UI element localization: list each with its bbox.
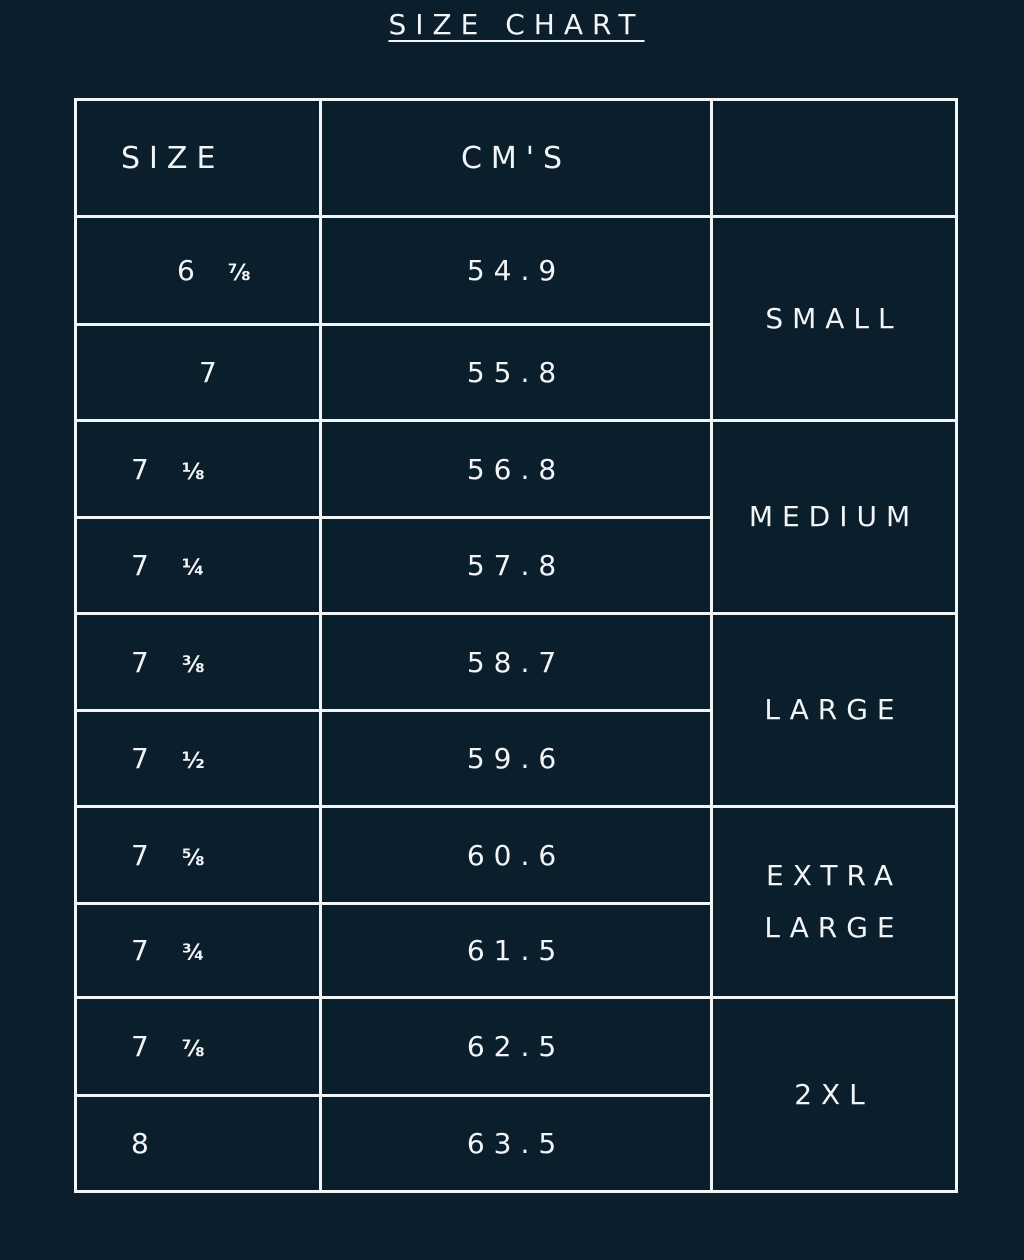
- size-fraction: ⅝: [181, 845, 205, 871]
- category-cell: 2XL: [710, 996, 958, 1193]
- category-label: LARGE: [764, 693, 904, 726]
- size-whole: 7: [199, 356, 226, 389]
- size-whole: 7: [131, 838, 158, 872]
- size-fraction: ¼: [181, 556, 205, 581]
- category-cell: MEDIUM: [710, 419, 958, 615]
- table-row: 7 55.8: [74, 323, 957, 422]
- size-fraction: ⅞: [227, 261, 251, 286]
- size-cell: 7: [74, 323, 322, 422]
- size-whole: 6: [177, 254, 204, 287]
- table-row: 8 63.5: [74, 1094, 957, 1193]
- header-category: [710, 98, 958, 218]
- category-label: SMALL: [765, 301, 903, 335]
- size-fraction: ½: [181, 749, 205, 774]
- size-fraction: ⅛: [181, 459, 205, 485]
- cm-cell: 63.5: [319, 1094, 713, 1193]
- cm-cell: 62.5: [319, 996, 713, 1097]
- size-whole: 7: [131, 742, 158, 775]
- cm-cell: 55.8: [319, 323, 713, 422]
- size-whole: 8: [131, 1127, 158, 1160]
- category-label-line2: LARGE: [764, 911, 904, 944]
- size-cell: 8: [74, 1094, 322, 1193]
- cm-cell: 57.8: [319, 516, 713, 615]
- size-whole: 7: [131, 645, 158, 679]
- cm-cell: 56.8: [319, 419, 713, 519]
- category-cell: SMALL: [710, 215, 958, 422]
- cm-cell: 61.5: [319, 902, 713, 999]
- category-label: EXTRA: [766, 859, 902, 892]
- cm-cell: 54.9: [319, 215, 713, 326]
- size-whole: 7: [131, 1030, 158, 1063]
- cm-cell: 58.7: [319, 612, 713, 712]
- size-whole: 7: [131, 549, 158, 582]
- cm-cell: 59.6: [319, 709, 713, 808]
- category-cell: EXTRA LARGE: [710, 805, 958, 999]
- category-label: MEDIUM: [748, 500, 920, 533]
- size-whole: 7: [131, 934, 158, 967]
- header-cms: CM'S: [319, 98, 713, 218]
- cm-cell: 60.6: [319, 805, 713, 905]
- size-fraction: ⅞: [181, 1037, 205, 1062]
- header-row: SIZE CM'S: [74, 98, 958, 218]
- category-label: 2XL: [794, 1077, 874, 1111]
- page-title: SIZE CHART: [388, 8, 645, 41]
- size-fraction: ⅜: [181, 652, 205, 678]
- size-fraction: ¾: [181, 941, 205, 966]
- category-cell: LARGE: [710, 612, 958, 808]
- header-size: SIZE: [74, 98, 322, 218]
- size-whole: 7: [131, 452, 158, 486]
